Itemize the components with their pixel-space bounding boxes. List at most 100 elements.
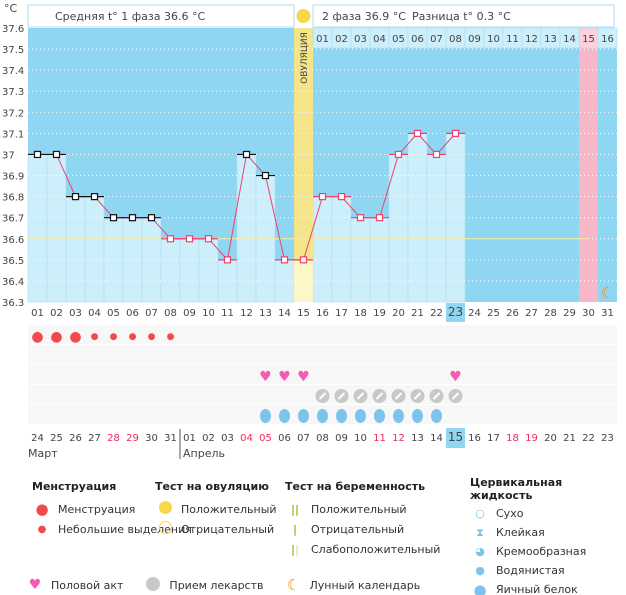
legend-label: Лунный календарь [309, 578, 421, 592]
calendar-date: 23 [601, 433, 614, 444]
egg-white-fluid-icon [317, 409, 328, 423]
y-tick-label: 37.2 [2, 108, 24, 119]
egg-white-fluid-icon [279, 409, 290, 423]
menstruation-drop-icon: ● [110, 332, 118, 342]
x-tick-label: 30 [582, 308, 595, 319]
calendar-date: 30 [145, 433, 158, 444]
temperature-point [71, 193, 80, 201]
calendar-date: 16 [468, 433, 481, 444]
heart-icon: ♥ [278, 369, 291, 385]
y-axis-unit: °C [4, 2, 18, 15]
calendar-date: 09 [335, 433, 348, 444]
calendar-date: 15 [448, 430, 463, 444]
calendar-date: 24 [31, 433, 44, 444]
legend-menstruation: Менструация ● Менструация ● Небольшие выде… [32, 480, 192, 539]
pill-icon-stripe [432, 392, 441, 400]
y-tick-label: 37.5 [2, 45, 24, 56]
icon-row [28, 345, 617, 364]
legend-label: Положительный [181, 502, 277, 516]
pill-icon-stripe [375, 392, 384, 400]
legend-label: Половой акт [51, 578, 124, 592]
calendar-date: 06 [278, 433, 291, 444]
calendar-date: 29 [126, 433, 139, 444]
heart-icon: ♥ [259, 369, 272, 385]
ovulation-sun-icon [296, 9, 311, 23]
temperature-bar [65, 196, 86, 303]
phase2-day-label: 16 [601, 34, 614, 45]
calendar-date: 02 [202, 433, 215, 444]
month-label: Март [28, 447, 58, 460]
temperature-point [128, 214, 137, 222]
temperature-point [147, 214, 156, 222]
calendar-date: 10 [354, 433, 367, 444]
temperature-point [299, 256, 308, 264]
phase2-day-label: 11 [506, 34, 519, 45]
phase2-day-label: 08 [449, 34, 462, 45]
legend-label: Сухо [496, 507, 524, 520]
moon-icon: ☾ [601, 284, 614, 302]
temperature-bar [84, 196, 105, 303]
calendar-date: 11 [373, 433, 386, 444]
temperature-point [375, 214, 384, 222]
heart-icon: ♥ [28, 577, 42, 593]
heart-icon: ♥ [449, 369, 462, 385]
calendar-date: 17 [487, 433, 500, 444]
x-tick-label: 03 [69, 308, 82, 319]
legend-pregnancy-test: Тест на беременность || Положительный | От… [285, 480, 440, 559]
legend-label: Менструация [58, 502, 136, 516]
temperature-point [261, 171, 270, 180]
pill-icon-stripe [451, 392, 460, 400]
calendar-date: 31 [164, 433, 177, 444]
x-tick-label: 29 [563, 308, 576, 319]
menstruation-drop-icon: ● [69, 329, 81, 345]
x-tick-label: 05 [107, 308, 120, 319]
menstruation-drop-icon: ● [31, 329, 43, 345]
x-tick-label: 16 [316, 308, 329, 319]
temperature-point [223, 256, 232, 264]
temperature-bar [179, 238, 200, 303]
x-tick-label: 14 [278, 308, 291, 319]
y-tick-label: 37.3 [2, 87, 24, 98]
legend-title: Тест на овуляцию [155, 480, 269, 493]
y-tick-label: 36.5 [2, 256, 24, 267]
y-tick-label: 36.9 [2, 172, 24, 183]
header-phase2-box [312, 4, 615, 28]
calendar-date: 28 [107, 433, 120, 444]
temperature-bar [160, 238, 181, 303]
legend-title: Цервикальная жидкость [470, 476, 563, 502]
legend-label: Отрицательный [181, 522, 275, 536]
phase2-day-label: 15 [582, 34, 595, 45]
dry-icon: ○ [475, 507, 485, 520]
x-tick-label: 11 [221, 308, 234, 319]
legend-label: Положительный [311, 502, 407, 516]
phase2-day-label: 13 [544, 34, 557, 45]
ovulation-column [294, 28, 313, 302]
menstruation-drop-icon: ● [50, 329, 62, 345]
egg-white-fluid-icon [374, 409, 385, 423]
temperature-bar [426, 154, 447, 303]
legend-label: Водянистая [496, 564, 565, 577]
legend-label: Слабоположительный [311, 542, 441, 556]
x-tick-label: 17 [335, 308, 348, 319]
temperature-point [166, 235, 175, 243]
phase2-day-label: 05 [392, 34, 405, 45]
phase2-day-label: 12 [525, 34, 538, 45]
temperature-difference: Разница t° 0.3 °C [412, 10, 511, 23]
temperature-bar [236, 154, 257, 303]
x-tick-label: 21 [411, 308, 424, 319]
phase2-day-label: 09 [468, 34, 481, 45]
x-tick-label: 28 [544, 308, 557, 319]
legend-other: ♥ Половой акт Прием лекарств ☾ Лунный кале… [25, 575, 420, 595]
egg-white-fluid-icon [336, 409, 347, 423]
watery-icon: ● [475, 564, 485, 577]
egg-white-fluid-icon [393, 409, 404, 423]
phase2-day-label: 04 [373, 34, 386, 45]
x-tick-label: 26 [506, 308, 519, 319]
temperature-point [356, 214, 365, 222]
temperature-point [451, 129, 460, 137]
phase2-day-label: 03 [354, 34, 367, 45]
temperature-bar [27, 154, 48, 303]
x-tick-label: 07 [145, 308, 158, 319]
calendar-date: 18 [506, 433, 519, 444]
temperature-point [204, 235, 213, 243]
